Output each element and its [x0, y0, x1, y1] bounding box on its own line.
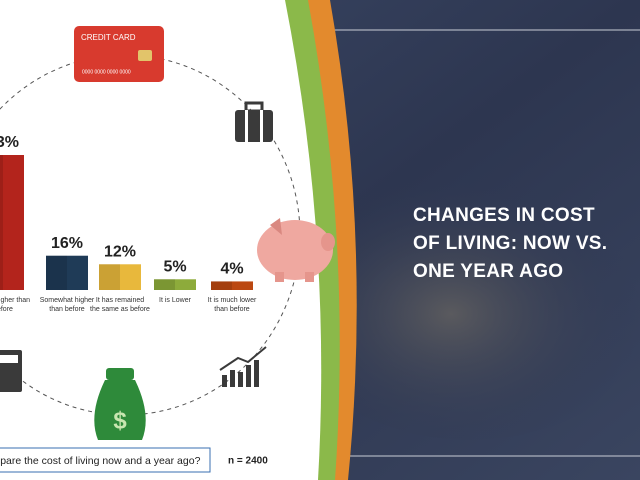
credit-card-icon: CREDIT CARD 0000 0000 0000 0000: [74, 26, 164, 82]
money-bag-icon: $: [94, 368, 146, 440]
bar-shade: [211, 281, 232, 290]
question: How do you compare the cost of living no…: [0, 455, 201, 467]
card-number: 0000 0000 0000 0000: [82, 69, 131, 75]
bar: [46, 255, 88, 290]
category-label: It has remained the same as before: [90, 297, 150, 313]
bar: [211, 281, 253, 290]
title-line: CHANGES IN COST: [413, 205, 595, 226]
handshake-shade: [280, 160, 640, 440]
bar-shade: [46, 255, 67, 290]
category-label: It is Lower: [159, 297, 192, 304]
svg-text:$: $: [113, 407, 127, 434]
calculator-icon: [0, 350, 22, 392]
value-label: 5%: [163, 259, 186, 276]
question-box: [0, 447, 211, 473]
value-label: 12%: [104, 244, 136, 261]
bar: [154, 279, 196, 290]
value-label: 4%: [220, 261, 243, 278]
value-label: 16%: [51, 235, 83, 252]
bar: [0, 155, 24, 290]
bar-shade: [154, 279, 175, 290]
suitcase-icon: [235, 101, 273, 142]
title-block: CHANGES IN COST OF LIVING: NOW VS. ONE YEA…: [413, 205, 607, 282]
value-label: 63%: [0, 134, 19, 151]
bar-shade: [0, 155, 3, 290]
category-label: It is much lower than before: [208, 297, 257, 313]
title-line: OF LIVING: NOW VS.: [413, 233, 607, 254]
title-line: ONE YEAR AGO: [413, 261, 563, 282]
card-label: CREDIT CARD: [81, 33, 136, 42]
growth-chart-icon: [219, 346, 267, 387]
piggy-bank-icon: [257, 218, 335, 282]
bar: [99, 264, 141, 290]
category-label: Somewhat higher than before: [40, 297, 95, 313]
bar-shade: [99, 264, 120, 290]
sample-size: n = 2400: [228, 456, 268, 467]
